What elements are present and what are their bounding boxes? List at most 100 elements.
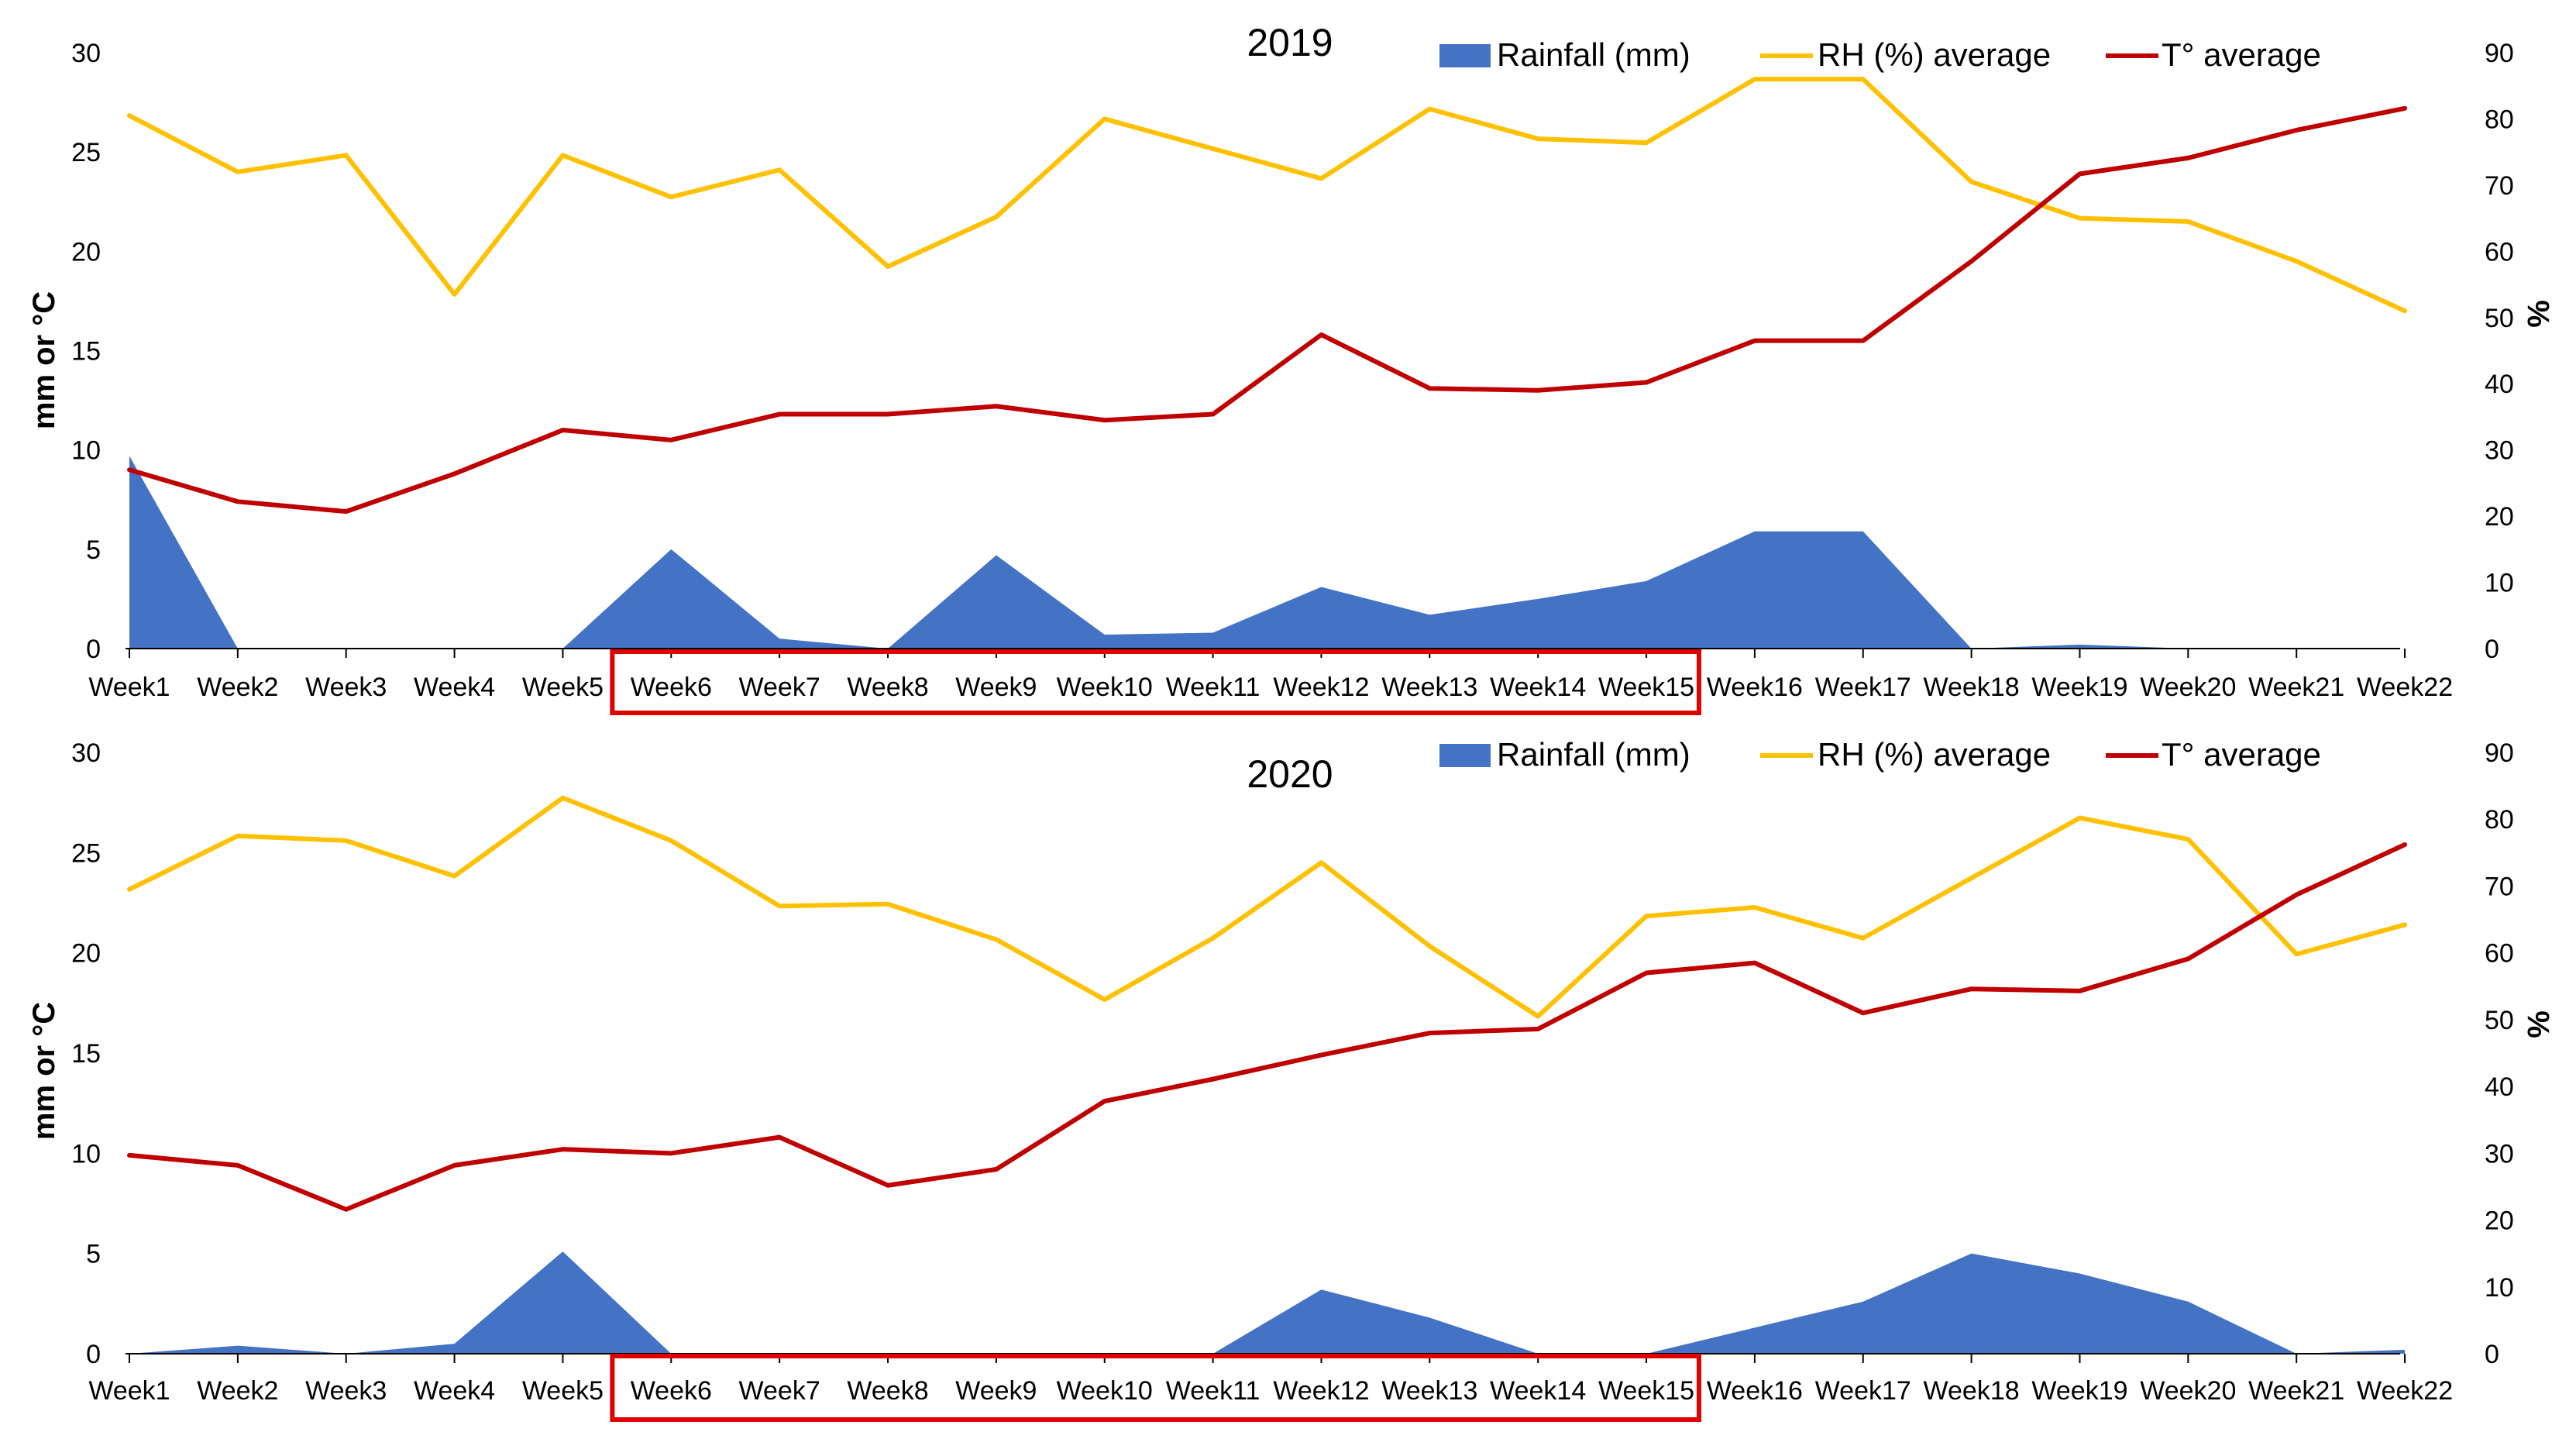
x-tick-label: Week13 bbox=[1381, 1376, 1477, 1406]
x-tick-label: Week16 bbox=[1707, 1376, 1803, 1406]
x-tick-label: Week4 bbox=[414, 673, 495, 702]
y-tick-label: 30 bbox=[71, 738, 101, 768]
y-tick-label: 0 bbox=[86, 1340, 101, 1369]
x-tick-label: Week20 bbox=[2140, 1376, 2236, 1406]
x-tick-label: Week1 bbox=[88, 673, 170, 702]
x-tick-label: Week22 bbox=[2357, 1376, 2453, 1406]
legend-temp-label: T° average bbox=[2162, 736, 2321, 773]
chart-title: 2019 bbox=[1247, 21, 1333, 64]
y-tick-label: 25 bbox=[71, 838, 101, 868]
rainfall-area bbox=[129, 456, 2406, 649]
x-tick-label: Week9 bbox=[955, 1376, 1037, 1406]
x-tick-label: Week14 bbox=[1490, 1376, 1586, 1406]
y-tick-label: 20 bbox=[71, 939, 101, 969]
legend-rh-label: RH (%) average bbox=[1818, 36, 2051, 73]
x-tick-label: Week12 bbox=[1273, 1376, 1369, 1406]
y2-tick-label: 10 bbox=[2485, 1273, 2514, 1303]
y-axis-title: mm or °C bbox=[27, 1002, 61, 1140]
x-tick-label: Week4 bbox=[414, 1376, 495, 1406]
rh-line bbox=[127, 77, 2408, 314]
y2-tick-label: 60 bbox=[2485, 939, 2514, 969]
x-tick-label: Week17 bbox=[1815, 673, 1911, 702]
x-tick-label: Week22 bbox=[2357, 673, 2453, 702]
x-tick-label: Week6 bbox=[631, 1376, 712, 1406]
chart-2020: 0 5 10 15 20 25 30 0 10 20 30 40 50 60 70 80 90 mm or °C%… bbox=[27, 736, 2556, 1422]
chart-2019: 0 5 10 15 20 25 30 0 10 20 30 40 50 60 70 80 90 mm or °C%… bbox=[27, 21, 2556, 715]
y-tick-label: 5 bbox=[86, 535, 101, 565]
y2-tick-label: 0 bbox=[2485, 635, 2499, 664]
y2-tick-label: 20 bbox=[2485, 1206, 2514, 1236]
y2-axis-title: % bbox=[2522, 300, 2556, 328]
temperature-line bbox=[127, 105, 2408, 515]
x-tick-label: Week7 bbox=[739, 1376, 820, 1406]
rainfall-area bbox=[129, 1251, 2406, 1354]
legend-rainfall-swatch bbox=[1439, 744, 1491, 767]
y-tick-label: 10 bbox=[71, 436, 101, 466]
y2-axis-title: % bbox=[2522, 1010, 2556, 1038]
y-tick-label: 15 bbox=[71, 1039, 101, 1069]
x-tick-label: Week15 bbox=[1598, 1376, 1694, 1406]
y2-tick-label: 70 bbox=[2485, 872, 2514, 901]
x-tick-label: Week8 bbox=[847, 1376, 928, 1406]
x-tick-label: Week8 bbox=[847, 673, 928, 702]
x-tick-label: Week16 bbox=[1707, 673, 1803, 702]
x-tick-label: Week6 bbox=[631, 673, 712, 702]
x-tick-label: Week10 bbox=[1057, 1376, 1153, 1406]
x-tick-label: Week13 bbox=[1381, 673, 1477, 702]
y-tick-label: 15 bbox=[71, 337, 101, 367]
y2-tick-label: 80 bbox=[2485, 105, 2514, 134]
legend-rainfall-swatch bbox=[1439, 44, 1491, 67]
y2-tick-label: 40 bbox=[2485, 370, 2514, 399]
y2-tick-label: 60 bbox=[2485, 237, 2514, 267]
y2-tick-label: 50 bbox=[2485, 304, 2514, 333]
y2-tick-label: 50 bbox=[2485, 1006, 2514, 1035]
x-tick-label: Week12 bbox=[1273, 673, 1369, 702]
legend-rh-label: RH (%) average bbox=[1818, 736, 2051, 773]
x-tick-label: Week2 bbox=[197, 1376, 278, 1406]
y-tick-label: 0 bbox=[86, 635, 101, 664]
x-tick-label: Week11 bbox=[1166, 673, 1260, 702]
x-tick-label: Week3 bbox=[305, 1376, 387, 1406]
temperature-line bbox=[127, 842, 2408, 1212]
chart-title: 2020 bbox=[1247, 752, 1333, 796]
y2-tick-label: 30 bbox=[2485, 436, 2514, 466]
y2-tick-label: 30 bbox=[2485, 1139, 2514, 1169]
rh-line bbox=[127, 795, 2408, 1019]
x-tick-label: Week17 bbox=[1815, 1376, 1911, 1406]
highlight-box bbox=[610, 649, 1701, 715]
x-tick-label: Week9 bbox=[955, 673, 1037, 702]
y2-tick-label: 40 bbox=[2485, 1072, 2514, 1102]
x-tick-label: Week11 bbox=[1166, 1376, 1260, 1406]
y2-tick-label: 80 bbox=[2485, 805, 2514, 835]
x-tick-label: Week5 bbox=[522, 673, 604, 702]
y2-tick-label: 90 bbox=[2485, 39, 2514, 68]
x-tick-label: Week2 bbox=[197, 673, 278, 702]
x-tick-label: Week18 bbox=[1924, 1376, 2020, 1406]
y2-tick-label: 20 bbox=[2485, 502, 2514, 532]
x-tick-label: Week1 bbox=[88, 1376, 170, 1406]
legend-rainfall-label: Rainfall (mm) bbox=[1497, 36, 1690, 73]
x-tick-label: Week15 bbox=[1598, 673, 1694, 702]
x-tick-label: Week7 bbox=[739, 673, 820, 702]
x-tick-label: Week20 bbox=[2140, 673, 2236, 702]
x-tick-label: Week3 bbox=[305, 673, 387, 702]
legend-rainfall-label: Rainfall (mm) bbox=[1497, 736, 1690, 773]
y-axis-title: mm or °C bbox=[27, 291, 61, 429]
y2-tick-label: 70 bbox=[2485, 171, 2514, 201]
x-tick-label: Week10 bbox=[1057, 673, 1153, 702]
x-tick-label: Week19 bbox=[2031, 1376, 2127, 1406]
y2-tick-label: 0 bbox=[2485, 1340, 2499, 1369]
y-tick-label: 10 bbox=[71, 1139, 101, 1169]
y-tick-label: 30 bbox=[71, 39, 101, 68]
highlight-box bbox=[610, 1354, 1701, 1422]
x-tick-label: Week21 bbox=[2248, 1376, 2344, 1406]
y-tick-label: 20 bbox=[71, 237, 101, 267]
x-tick-label: Week19 bbox=[2031, 673, 2127, 702]
x-tick-label: Week14 bbox=[1490, 673, 1586, 702]
y2-tick-label: 90 bbox=[2485, 738, 2514, 768]
x-tick-label: Week5 bbox=[522, 1376, 604, 1406]
legend-temp-label: T° average bbox=[2162, 36, 2321, 73]
y-tick-label: 25 bbox=[71, 138, 101, 167]
